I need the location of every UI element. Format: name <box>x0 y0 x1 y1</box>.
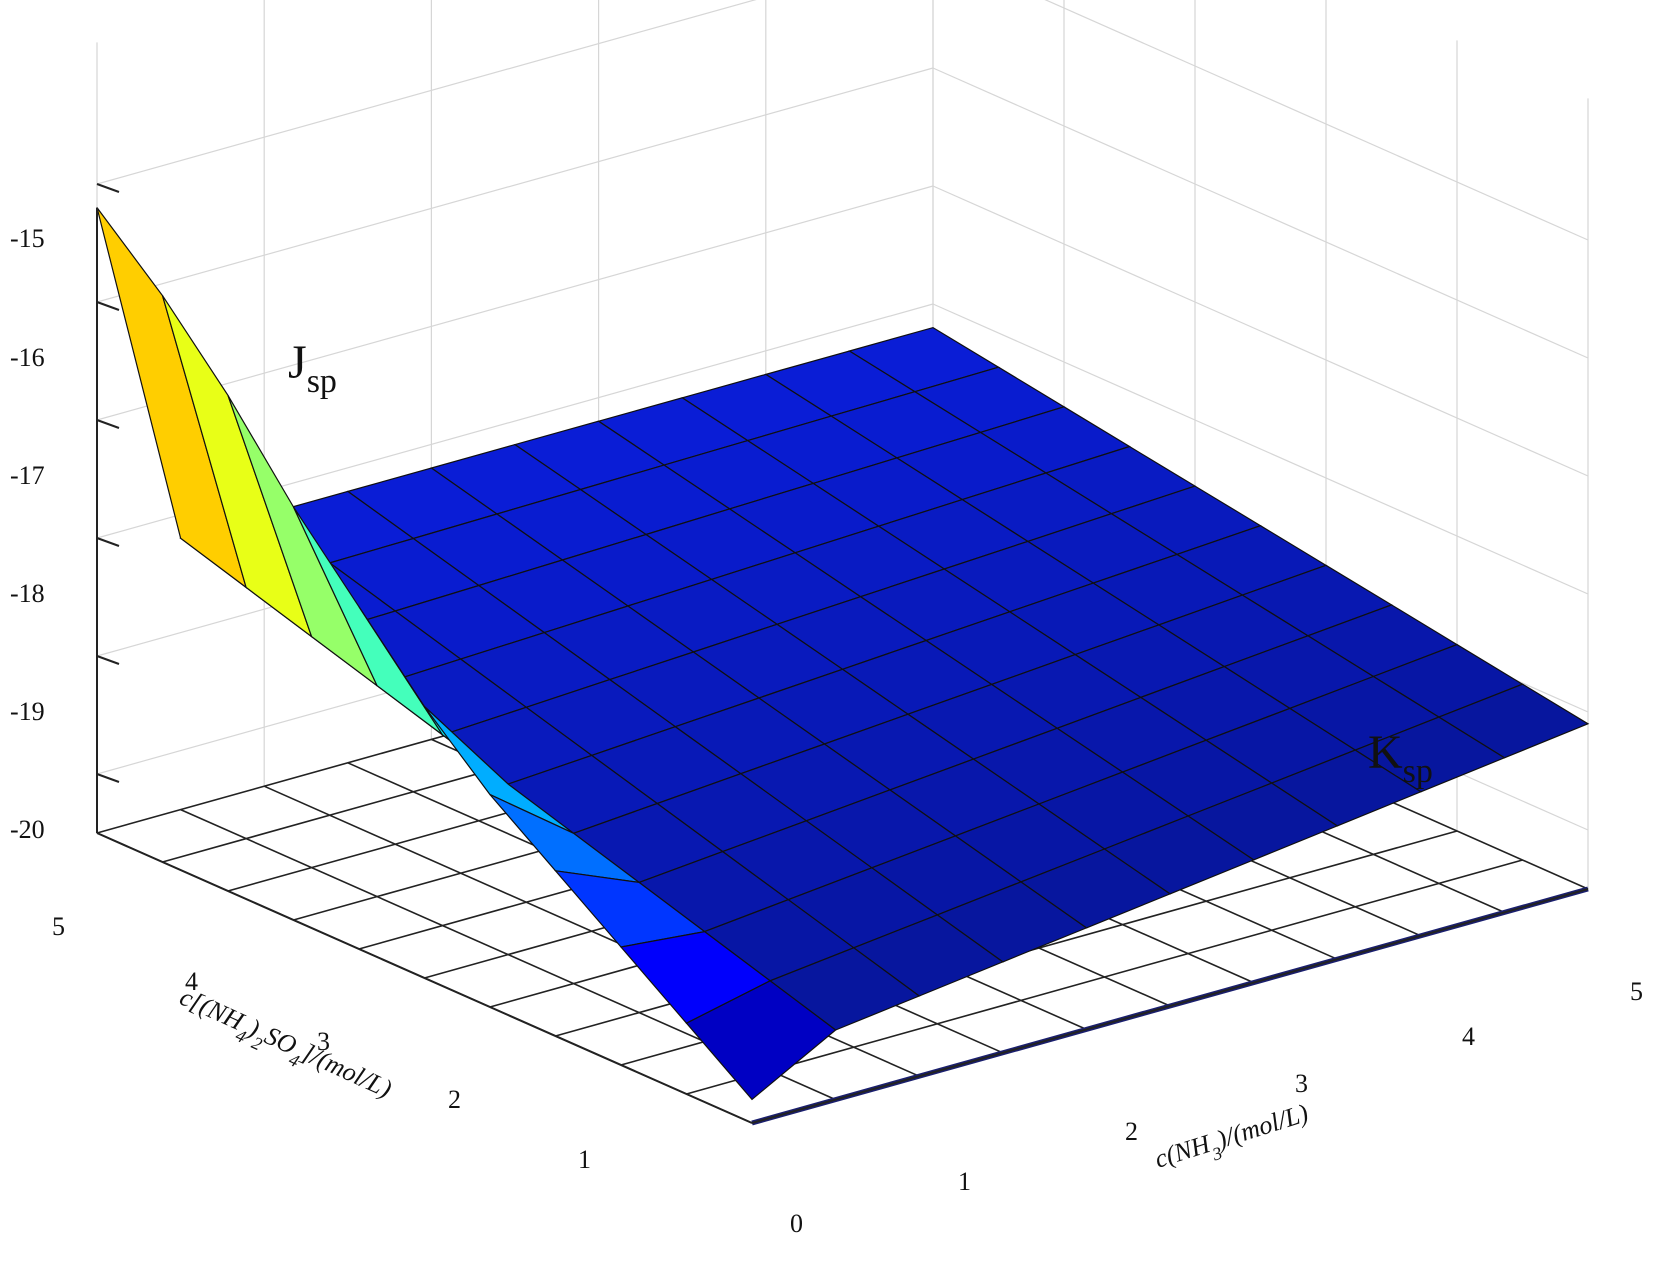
y-axis-label: c[(NH4)2SO4]/(mol/L) <box>172 982 396 1111</box>
x-tick-label: 3 <box>1295 1069 1308 1098</box>
x-tick-label: 0 <box>790 1209 803 1238</box>
z-tick <box>96 655 120 665</box>
x-tick-label: 2 <box>1125 1117 1138 1146</box>
y-tick-label: 3 <box>317 1027 330 1056</box>
back-wall-gridline <box>96 67 934 303</box>
z-tick <box>96 773 120 783</box>
y-axis-line <box>96 832 753 1124</box>
z-tick-label: -19 <box>10 697 45 726</box>
surface-patch <box>685 980 837 1101</box>
y-tick-label: 4 <box>185 967 198 996</box>
back-wall-gridline <box>96 0 757 185</box>
back-wall-gridline <box>1044 0 1589 241</box>
x-tick-label: 5 <box>1630 977 1643 1006</box>
z-tick-label: -18 <box>10 579 45 608</box>
z-tick <box>96 301 120 311</box>
back-wall-gridline <box>96 185 934 421</box>
axes <box>96 183 1589 1124</box>
z-tick-label: -15 <box>10 224 45 253</box>
ksp-annotation: Ksp <box>1368 726 1433 790</box>
back-wall-gridline <box>932 185 1589 477</box>
z-tick-label: -20 <box>10 815 45 844</box>
x-axis-line <box>751 888 1589 1124</box>
x-axis-label: c(NH3)/(mol/L) <box>1151 1098 1314 1181</box>
z-tick <box>96 537 120 547</box>
jsp-surface <box>96 207 1590 1101</box>
z-tick-label: -17 <box>10 461 45 490</box>
y-tick-label: 2 <box>448 1085 461 1114</box>
x-tick-label: 4 <box>1462 1022 1475 1051</box>
y-tick-label: 1 <box>578 1145 591 1174</box>
z-tick-label: -16 <box>10 343 45 372</box>
z-tick <box>96 183 120 193</box>
back-wall-gridline <box>932 303 1589 595</box>
z-tick <box>96 419 120 429</box>
x-tick-label: 1 <box>958 1167 971 1196</box>
y-tick-label: 5 <box>52 912 65 941</box>
jsp-annotation: Jsp <box>288 336 337 400</box>
back-wall-gridline <box>932 67 1589 359</box>
